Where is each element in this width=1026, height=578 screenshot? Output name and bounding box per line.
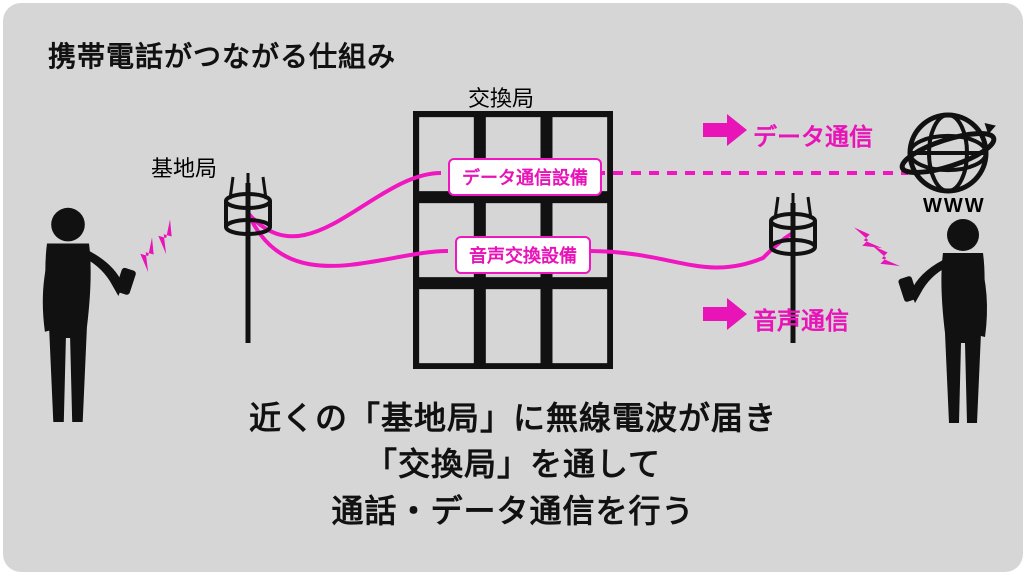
- globe-icon: [898, 115, 998, 191]
- voice-equipment-box: 音声交換設備: [455, 236, 591, 274]
- caption-line-1: 近くの「基地局」に無線電波が届き: [3, 395, 1023, 441]
- caption-line-3: 通話・データ通信を行う: [3, 488, 1023, 534]
- arrow-icon: [703, 298, 747, 330]
- person-icon: [898, 219, 987, 423]
- www-label: WWW: [923, 195, 986, 218]
- data-comm-label: データ通信: [753, 117, 873, 152]
- tower-icon: [226, 173, 270, 343]
- signal-bolt-icon: [852, 220, 882, 256]
- diagram-title: 携帯電話がつながる仕組み: [48, 35, 396, 75]
- caption: 近くの「基地局」に無線電波が届き 「交換局」を通して 通話・データ通信を行う: [3, 395, 1023, 534]
- signal-bolt-icon: [870, 238, 900, 274]
- arrow-icon: [703, 114, 747, 146]
- data-equipment-box: データ通信設備: [448, 158, 602, 196]
- caption-line-2: 「交換局」を通して: [3, 441, 1023, 487]
- signal-bolt-icon: [134, 236, 164, 272]
- diagram-canvas: 携帯電話がつながる仕組み 交換局 基地局 データ通信 音声通信 WWW データ通…: [3, 3, 1023, 572]
- voice-comm-label: 音声通信: [753, 301, 849, 336]
- person-icon: [43, 208, 137, 422]
- base-station-label: 基地局: [151, 151, 217, 183]
- signal-bolt-icon: [152, 218, 182, 254]
- exchange-label: 交換局: [468, 81, 534, 113]
